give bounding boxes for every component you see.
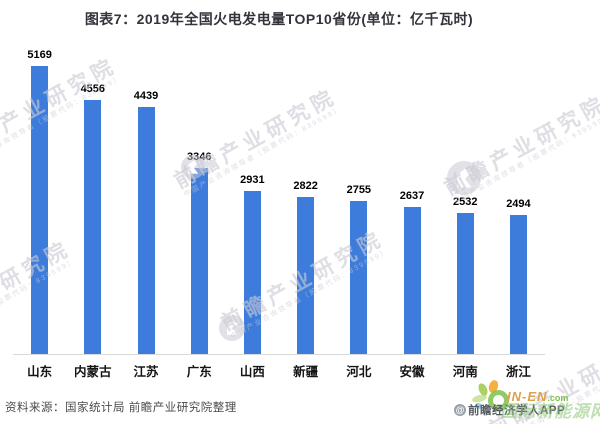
inen-suffix: .com	[547, 393, 569, 403]
bar-slot: 3346	[173, 40, 226, 354]
x-axis-label: 安徽	[399, 365, 425, 379]
bar-slot: 2755	[332, 40, 385, 354]
x-axis-label: 河南	[452, 365, 478, 379]
bar-value-label: 4556	[80, 83, 106, 95]
plot-area: 5169 4556 4439 3346 2931 2822 2755 2637 2532 2494	[13, 40, 545, 354]
bar-value-label: 4439	[133, 90, 159, 102]
bar-value-label: 5169	[27, 49, 52, 61]
bar-value-label: 2532	[452, 196, 478, 208]
bar-slot: 2494	[492, 40, 545, 354]
x-axis-label: 内蒙古	[74, 365, 112, 379]
bar	[84, 100, 102, 354]
bar	[297, 197, 315, 354]
x-axis-label: 河北	[346, 365, 372, 379]
at-badge-icon: @	[454, 404, 466, 416]
flower-petal-icon	[487, 378, 500, 395]
app-credit-text: 前瞻经济学人APP	[468, 405, 566, 417]
x-axis-label: 山东	[27, 365, 53, 379]
x-axis-label: 新疆	[293, 365, 319, 379]
bar	[456, 213, 474, 354]
bar	[137, 107, 155, 354]
bar	[509, 215, 527, 354]
bar-value-label: 2822	[293, 180, 318, 192]
x-axis-label: 山西	[239, 365, 265, 379]
bar-slot: 4439	[119, 40, 172, 354]
bar-value-label: 2494	[506, 198, 531, 210]
bar	[350, 201, 368, 354]
bar	[243, 191, 261, 354]
bar-slot: 4556	[66, 40, 119, 354]
bar-value-label: 2637	[399, 190, 425, 202]
flower-petal-icon	[476, 381, 490, 398]
inen-logo-text: IN-EN.com	[507, 388, 568, 406]
x-axis-label: 广东	[186, 365, 212, 379]
inen-brand: IN-EN	[507, 389, 548, 404]
source-note: 资料来源：国家统计局 前瞻产业研究院整理	[5, 402, 237, 414]
chart-title: 图表7：2019年全国火电发电量TOP10省份(单位：亿千瓦时)	[84, 11, 474, 27]
bar-slot: 5169	[13, 40, 66, 354]
qianzhan-app-credit: @ 前瞻经济学人APP	[454, 402, 565, 418]
x-axis-line	[13, 354, 545, 355]
x-axis-labels: 山东 内蒙古 江苏 广东 山西 新疆 河北 安徽 河南 浙江	[13, 361, 545, 380]
x-axis-label: 浙江	[505, 365, 531, 379]
bar-value-label: 3346	[186, 151, 212, 163]
bar	[403, 207, 421, 354]
x-axis-label: 江苏	[133, 365, 159, 379]
bar-value-label: 2931	[240, 174, 265, 186]
bar	[190, 168, 208, 354]
bar-slot: 2822	[279, 40, 332, 354]
bar	[31, 66, 49, 354]
bar-slot: 2637	[385, 40, 438, 354]
bar-slot: 2931	[226, 40, 279, 354]
bar-value-label: 2755	[346, 184, 372, 196]
bar-slot: 2532	[439, 40, 492, 354]
